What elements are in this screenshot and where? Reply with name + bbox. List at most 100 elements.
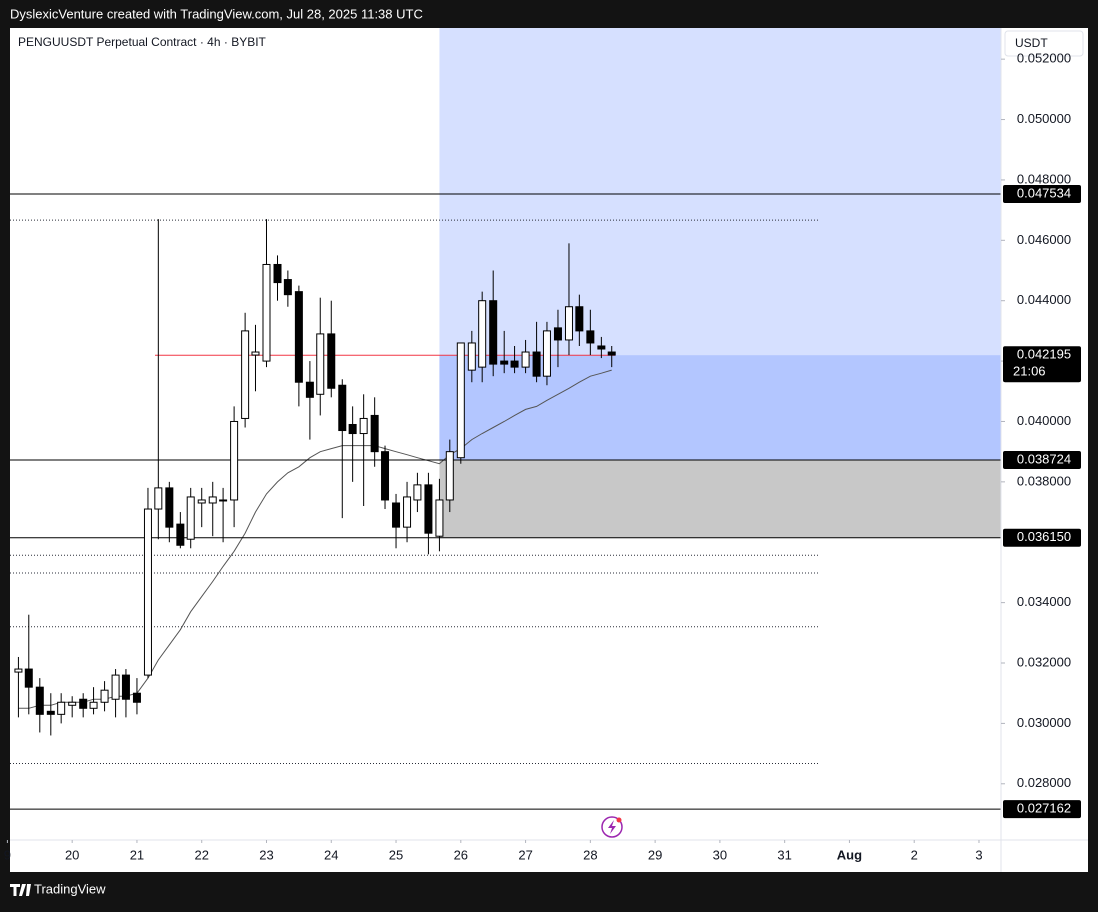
candle-body [208,496,217,504]
y-tick-label: 0.052000 [1017,51,1071,66]
candle-body [35,686,44,715]
x-tick-label: 27 [518,847,532,862]
price-label-bg [1003,528,1081,547]
candle-body [575,306,584,332]
events-dot [616,817,622,823]
candle-body [489,300,498,365]
candle-body [197,499,206,504]
candle-body [143,508,152,676]
candle-body [68,701,77,706]
candle-body [219,499,228,502]
currency: USDT [1015,36,1048,50]
y-tick-label: 0.034000 [1017,594,1071,609]
candle-body [57,701,66,715]
price-label: 0.027162 [1017,801,1071,816]
candle-body [111,674,120,700]
candle-body [445,451,454,501]
x-tick-label: 24 [324,847,338,862]
title-bg [14,32,294,54]
candle-body [359,417,368,435]
price-label: 0.038724 [1017,451,1071,466]
candle-body [305,381,314,398]
candle-body [327,333,336,389]
candle-body [381,451,390,501]
candle-body [24,668,33,688]
credit: DyslexicVenture created with TradingView… [10,6,423,21]
candle-body [467,342,476,371]
x-tick-label: 25 [389,847,403,862]
candle-body [186,496,195,540]
events-icon-bolt [608,820,616,834]
candle-body [564,306,573,341]
currency-button[interactable] [1004,30,1084,57]
x-tick-label: 2 [911,847,918,862]
y-tick-label: 0.032000 [1017,654,1071,669]
candle-body [597,345,606,350]
x-tick-label: 26 [454,847,468,862]
y-tick-label: 0.038000 [1017,473,1071,488]
y-tick-label: 0.046000 [1017,232,1071,247]
candle-body [294,291,303,383]
x-tick-label: 31 [777,847,791,862]
y-tick-label: 0.040000 [1017,413,1071,428]
x-tick-label: 30 [713,847,727,862]
price-label-bg [1003,800,1081,819]
candle-body [435,499,444,537]
x-tick-label: Aug [837,847,862,862]
candle-body [424,484,433,534]
candle-body [348,423,357,435]
candle-body [100,689,109,703]
y-tick-label: 0.030000 [1017,715,1071,730]
candle-body [553,327,562,341]
candle-body [165,487,174,528]
candle-body [283,279,292,296]
candle-body [607,351,616,356]
candle-body [532,351,541,377]
candle-body [403,496,412,528]
plot [10,28,1001,810]
price-label: 0.047534 [1017,185,1071,200]
candle-body [510,360,519,368]
candle-body [413,484,422,501]
x-tick-label: 21 [130,847,144,862]
stop-zone [439,459,1001,538]
x-tick-label: 20 [65,847,79,862]
price-label-bg [1003,184,1081,203]
price-label: 0.036150 [1017,529,1071,544]
x-tick-label: 28 [583,847,597,862]
open-profit-zone [439,355,1001,460]
y-tick-label: 0.028000 [1017,775,1071,790]
candle-body [46,710,55,715]
events-icon[interactable] [601,816,623,838]
candle-body [500,360,509,365]
logo [10,884,31,896]
candle-body [251,351,260,356]
candle-body [273,263,282,284]
candle-body [370,414,379,453]
candle-body [456,342,465,459]
price-label: 0.042195 [1017,347,1071,362]
candle-body [241,330,250,419]
candle-body [586,330,595,344]
candle-body [121,674,130,700]
countdown: 21:06 [1013,364,1046,379]
y-tick-label: 0.050000 [1017,111,1071,126]
candle-body [154,487,163,510]
footer-brand: TradingView [34,881,106,896]
y-tick-label: 0.048000 [1017,171,1071,186]
candle-body [79,698,88,709]
candle-body [132,692,141,703]
chart-title: PENGUUSDT Perpetual Contract · 4h · BYBI… [18,35,267,49]
candle-body [338,384,347,432]
x-tick-label: 3 [975,847,982,862]
x-tick-label: 9 [4,847,11,862]
candle-body [316,333,325,395]
price-label-bg [1003,450,1081,469]
y-tick-label: 0.044000 [1017,292,1071,307]
x-tick-label: 23 [259,847,273,862]
candle-body [14,668,23,673]
candle-body [176,523,185,546]
candle-body [262,263,271,362]
candle-body [89,701,98,709]
